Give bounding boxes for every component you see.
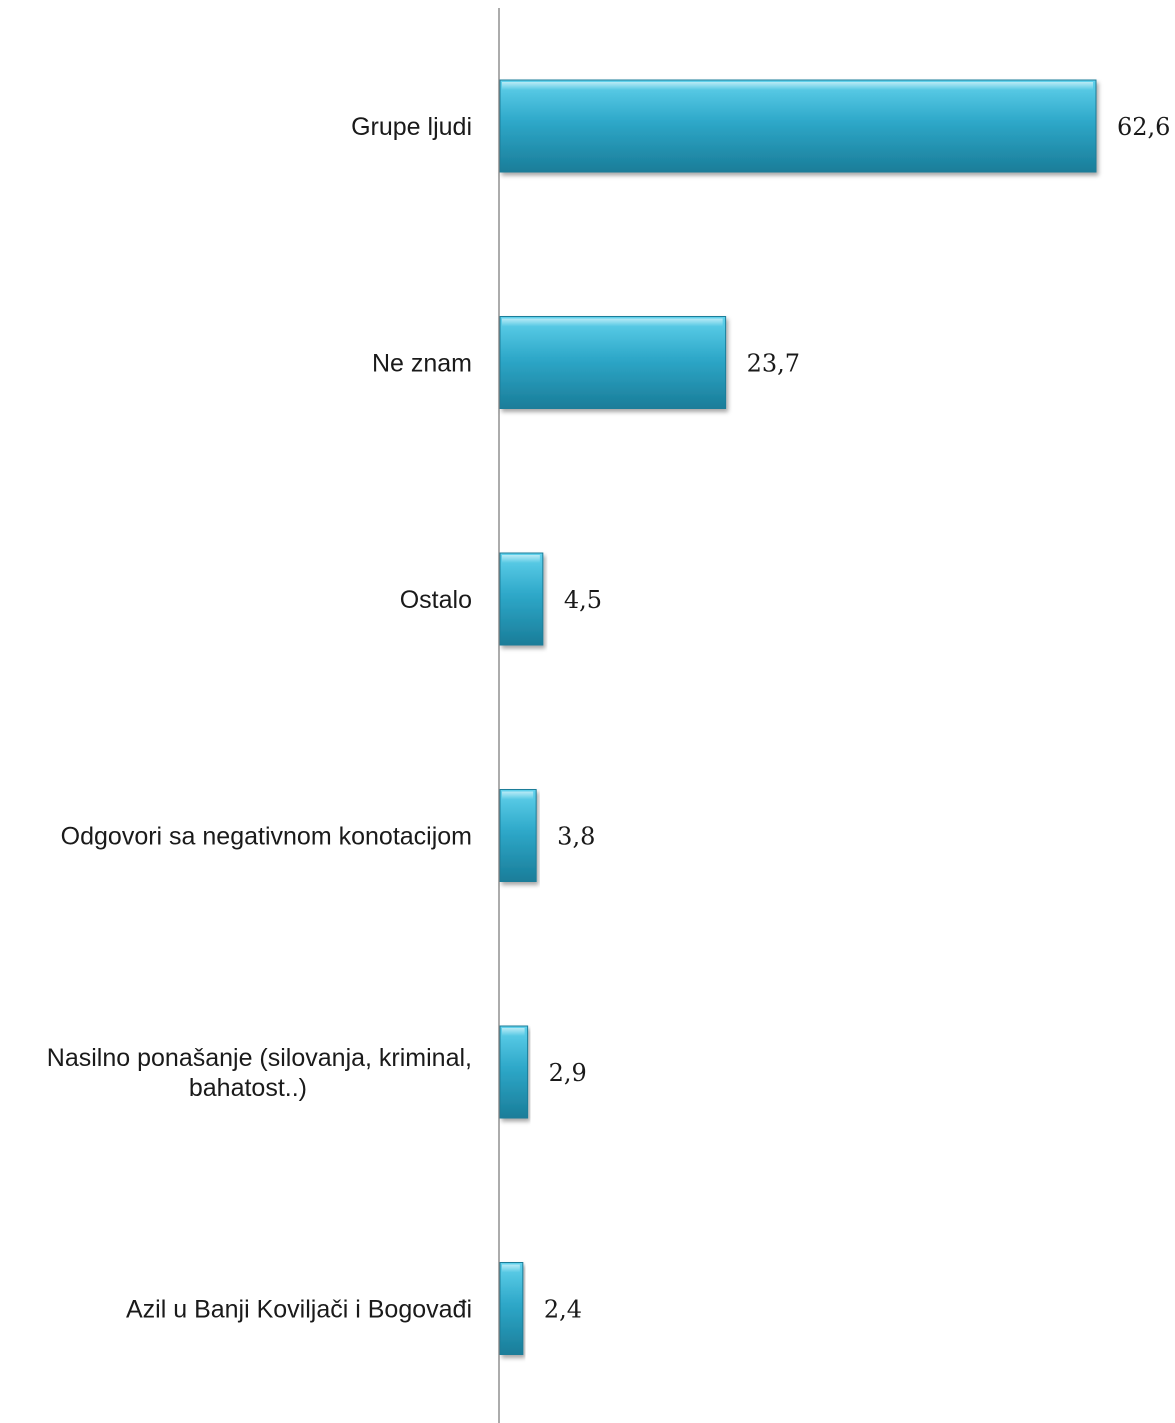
value-label: 62,6	[1117, 113, 1170, 141]
value-label: 3,8	[557, 823, 595, 851]
bar-highlight	[502, 82, 1093, 90]
value-label: 2,9	[549, 1059, 587, 1087]
category-label: Azil u Banji Koviljači i Bogovađi	[126, 1296, 472, 1324]
value-label: 4,5	[564, 586, 602, 614]
bar-body	[499, 316, 727, 409]
category-label: Nasilno ponašanje (silovanja, kriminal, b…	[47, 1044, 472, 1102]
bar-body	[499, 789, 537, 882]
bar-highlight	[502, 318, 723, 327]
bar-body	[499, 79, 1097, 173]
bars-group	[499, 79, 1097, 1355]
value-labels-group: 62,6 23,7 4,5 3,8 2,9 2,4	[544, 113, 1171, 1324]
bar-highlight	[502, 791, 534, 800]
bar	[499, 316, 727, 409]
category-label: Ostalo	[400, 586, 472, 614]
value-label: 2,4	[544, 1296, 582, 1324]
bar-body	[499, 1262, 524, 1355]
bar-body	[499, 1025, 529, 1119]
bar	[499, 79, 1097, 173]
value-label: 23,7	[747, 350, 800, 378]
category-label: Odgovori sa negativnom konotacijom	[61, 823, 472, 851]
bar	[499, 552, 544, 646]
bar-highlight	[502, 1028, 525, 1036]
bar	[499, 1262, 524, 1355]
category-label: Ne znam	[372, 350, 472, 378]
bar-highlight	[502, 1264, 520, 1273]
bar-highlight	[502, 555, 540, 563]
category-label: Grupe ljudi	[351, 113, 472, 141]
bar	[499, 1025, 529, 1119]
category-labels-group: Grupe ljudi Ne znam Ostalo Odgovori sa nega…	[47, 113, 472, 1324]
bar	[499, 789, 537, 882]
bar-body	[499, 552, 544, 646]
